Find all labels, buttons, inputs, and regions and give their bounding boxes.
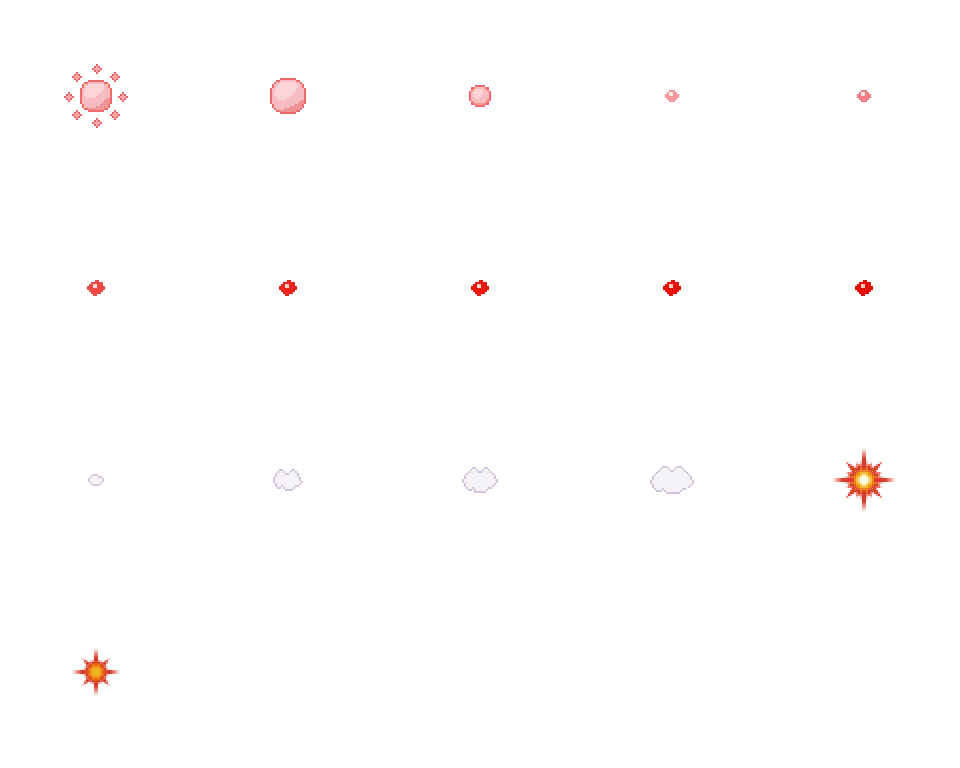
smoke-cloud-xlarge-canvas: [650, 466, 694, 494]
sprite-smoke-cloud-xlarge: [650, 466, 694, 494]
sprite-red-dot-frame-5: [855, 280, 873, 296]
sprite-red-dot-frame-1: [87, 280, 105, 296]
sprite-explosion-small: [72, 648, 120, 696]
sprite-explosion-large: [832, 448, 896, 512]
smoke-cloud-large-canvas: [462, 467, 498, 493]
smoke-puff-small-canvas: [88, 474, 104, 486]
red-dot-frame-1-canvas: [87, 280, 105, 296]
sprite-red-dot-frame-2: [279, 280, 297, 296]
red-dot-frame-5-canvas: [855, 280, 873, 296]
smoke-cloud-medium-canvas: [273, 469, 303, 491]
sprite-smoke-cloud-large: [462, 467, 498, 493]
bubble-large-with-sparkles-canvas: [60, 60, 132, 132]
red-dot-frame-2-canvas: [279, 280, 297, 296]
bubble-large-canvas: [270, 78, 306, 114]
red-dot-frame-4-canvas: [663, 280, 681, 296]
sprite-smoke-puff-small: [88, 474, 104, 486]
red-dot-frame-3-canvas: [471, 280, 489, 296]
sprite-bubble-small-pink: [665, 90, 679, 102]
bubble-medium-canvas: [469, 85, 491, 107]
sprite-bubble-small-salmon: [857, 90, 871, 102]
sprite-red-dot-frame-3: [471, 280, 489, 296]
sprite-red-dot-frame-4: [663, 280, 681, 296]
sprite-bubble-large-with-sparkles: [60, 60, 132, 132]
bubble-small-pink-canvas: [665, 90, 679, 102]
sprite-smoke-cloud-medium: [273, 469, 303, 491]
explosion-small-canvas: [72, 648, 120, 696]
sprite-bubble-large: [270, 78, 306, 114]
bubble-small-salmon-canvas: [857, 90, 871, 102]
sprite-bubble-medium: [469, 85, 491, 107]
explosion-large-canvas: [832, 448, 896, 512]
